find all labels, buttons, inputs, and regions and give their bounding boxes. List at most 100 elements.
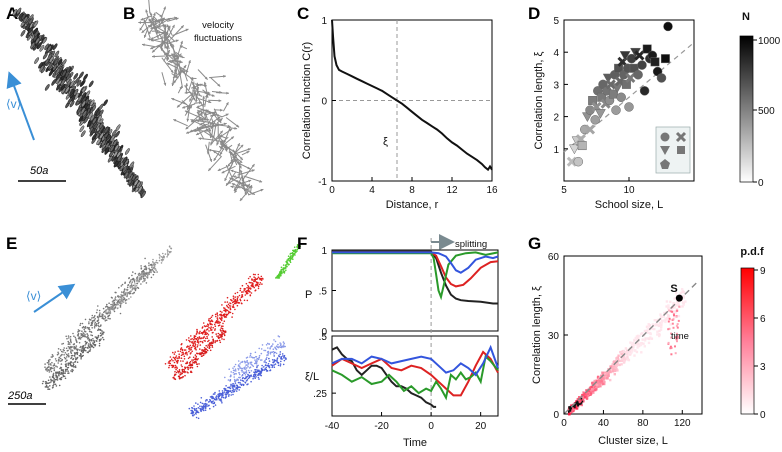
gray-particle bbox=[130, 286, 132, 289]
gray-particle bbox=[70, 357, 72, 360]
fluctuation-arrow-head bbox=[189, 105, 192, 109]
fish bbox=[52, 43, 58, 51]
blue-particle bbox=[221, 396, 223, 399]
heatmap-cell bbox=[675, 291, 678, 295]
fish bbox=[51, 79, 57, 86]
blue-particle bbox=[260, 367, 263, 370]
red-particle bbox=[170, 358, 173, 361]
gray-particle bbox=[71, 370, 74, 373]
gray-particle bbox=[104, 316, 107, 319]
gray-particle bbox=[52, 374, 55, 377]
red-particle bbox=[239, 289, 241, 292]
gray-particle bbox=[86, 333, 89, 335]
legend-circle bbox=[660, 132, 670, 142]
blue-particle bbox=[196, 410, 199, 413]
gray-particle bbox=[74, 336, 77, 339]
fluctuation-arrow-head bbox=[239, 157, 243, 160]
heatmap-cell bbox=[680, 288, 684, 291]
blue-particle bbox=[193, 414, 195, 416]
red-particle bbox=[217, 324, 220, 327]
gray-particle bbox=[91, 322, 94, 325]
fluctuation-arrow-head bbox=[163, 6, 166, 10]
heatmap-cell bbox=[633, 339, 636, 342]
heatmap-cell bbox=[635, 350, 639, 354]
heatmap-cell bbox=[584, 394, 588, 397]
blue-particle bbox=[261, 344, 264, 346]
heatmap-cell bbox=[658, 333, 661, 336]
y-tick-label: 5 bbox=[553, 16, 559, 27]
blue-particle bbox=[263, 361, 265, 363]
fluctuation-arrow-head bbox=[213, 157, 217, 161]
gray-particle bbox=[148, 273, 151, 276]
blue-particle bbox=[268, 343, 271, 345]
heatmap-cell bbox=[605, 376, 609, 380]
gray-particle bbox=[45, 381, 48, 383]
gray-particle bbox=[167, 250, 169, 253]
blue-particle bbox=[268, 360, 271, 362]
blue-particle bbox=[193, 405, 195, 407]
gray-particle bbox=[162, 255, 165, 257]
red-particle bbox=[216, 340, 218, 342]
heatmap-cell bbox=[657, 324, 661, 328]
blue-particle bbox=[282, 344, 285, 346]
heatmap-cell bbox=[628, 353, 632, 356]
dense-cell bbox=[577, 405, 579, 407]
gray-particle bbox=[136, 276, 139, 278]
fish bbox=[101, 146, 107, 154]
gray-particle bbox=[69, 338, 72, 341]
heatmap-cell bbox=[681, 290, 684, 294]
fish bbox=[133, 179, 139, 187]
gray-particle bbox=[100, 334, 102, 337]
fish bbox=[136, 181, 141, 188]
gray-particle bbox=[87, 347, 89, 349]
dense-cell bbox=[576, 403, 579, 406]
red-particle bbox=[192, 342, 194, 345]
gray-particle bbox=[148, 262, 150, 264]
blue-particle bbox=[244, 382, 247, 384]
red-particle bbox=[260, 277, 263, 280]
blue-particle bbox=[284, 345, 287, 348]
gray-particle bbox=[50, 381, 52, 383]
data-point bbox=[656, 73, 667, 83]
blue-particle bbox=[262, 366, 265, 369]
red-particle bbox=[209, 342, 211, 344]
heatmap-cell bbox=[659, 315, 663, 318]
red-particle bbox=[222, 325, 224, 328]
fluctuation-arrow-head bbox=[206, 92, 210, 96]
heatmap-cell bbox=[676, 302, 680, 305]
blue-particle bbox=[204, 400, 207, 402]
dense-cell bbox=[570, 407, 572, 410]
heatmap-cell bbox=[676, 335, 679, 338]
blue-particle bbox=[239, 386, 241, 389]
heatmap-cell bbox=[580, 399, 583, 402]
time-annotation: time bbox=[671, 331, 689, 342]
red-particle bbox=[212, 339, 215, 342]
heatmap-cell bbox=[638, 334, 641, 338]
fluctuation-arrow-head bbox=[218, 99, 222, 103]
gray-particle bbox=[130, 279, 132, 281]
green-particle bbox=[282, 264, 285, 266]
gray-particle bbox=[166, 255, 168, 258]
heatmap-cell bbox=[631, 341, 635, 345]
red-particle bbox=[189, 356, 191, 359]
velocity-fluctuation-arrows bbox=[138, 0, 264, 202]
colorbar-title: N bbox=[742, 11, 750, 23]
data-point bbox=[616, 92, 626, 103]
gray-particle bbox=[80, 356, 82, 359]
panel-d-label: D bbox=[528, 4, 540, 23]
gray-particle bbox=[83, 327, 86, 329]
blue-particle bbox=[206, 403, 208, 406]
fluctuation-arrow-head bbox=[231, 177, 234, 181]
gray-particle bbox=[73, 366, 75, 368]
blue-particle bbox=[224, 376, 226, 379]
gray-particle bbox=[139, 278, 142, 280]
fish bbox=[80, 130, 86, 138]
blue-particle bbox=[245, 377, 247, 379]
blue-particle bbox=[191, 407, 194, 409]
blue-particle bbox=[273, 339, 275, 341]
heatmap-cell bbox=[640, 351, 643, 354]
blue-particle bbox=[254, 362, 256, 365]
fluctuation-arrow-head bbox=[166, 24, 170, 28]
fish bbox=[123, 171, 129, 179]
heatmap-cell bbox=[629, 341, 632, 344]
